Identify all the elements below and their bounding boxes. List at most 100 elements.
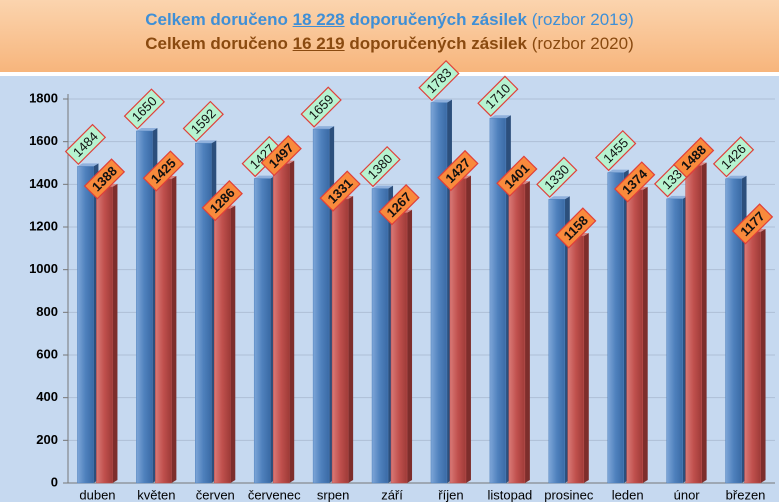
bar xyxy=(371,188,389,484)
y-tick-label: 200 xyxy=(36,432,58,447)
data-label-box xyxy=(83,158,126,200)
data-label-box xyxy=(595,129,637,172)
bar-side xyxy=(524,181,530,483)
bar-side xyxy=(465,175,471,483)
x-tick-label: říjen xyxy=(438,487,463,502)
bar xyxy=(567,235,585,484)
bar xyxy=(626,189,643,484)
data-label-box xyxy=(319,170,361,212)
x-tick-label: leden xyxy=(612,487,644,502)
bar-top xyxy=(195,140,217,144)
subtitle-text: doporučených zásilek xyxy=(349,34,527,53)
bar-top xyxy=(548,196,570,200)
bar xyxy=(430,102,448,484)
data-label-box xyxy=(712,136,755,178)
bar-top xyxy=(489,115,511,119)
x-tick-label: květen xyxy=(137,487,175,502)
bar-top xyxy=(666,195,688,199)
y-tick-label: 1400 xyxy=(29,176,58,191)
data-label-box xyxy=(142,150,185,192)
x-tick-label: březen xyxy=(726,487,766,502)
header: Celkem doručeno 18 228 doporučených zási… xyxy=(0,0,779,72)
x-tick-label: červenec xyxy=(248,487,301,502)
data-label-box xyxy=(536,156,578,198)
bar xyxy=(390,212,408,484)
bar xyxy=(449,178,467,484)
bar xyxy=(666,198,683,484)
title-number: 18 228 xyxy=(292,10,345,29)
bar xyxy=(195,143,212,484)
bar xyxy=(214,208,231,484)
data-label-box xyxy=(477,75,519,117)
bar-side xyxy=(642,186,648,483)
bar-top xyxy=(254,175,276,179)
bar xyxy=(685,165,702,484)
data-label-box xyxy=(123,88,166,130)
y-tick-label: 600 xyxy=(36,346,58,361)
title-text: Celkem doručeno xyxy=(145,10,288,29)
y-tick-label: 1800 xyxy=(29,90,58,105)
bar xyxy=(607,172,624,484)
data-label-box xyxy=(359,145,401,188)
data-label-box xyxy=(260,134,302,177)
subtitle-line: Celkem doručeno 16 219 doporučených zási… xyxy=(0,32,779,56)
bar-top xyxy=(430,99,452,103)
bar-top xyxy=(372,185,394,189)
bar xyxy=(489,117,507,484)
x-tick-label: červen xyxy=(196,487,235,502)
bar-top xyxy=(725,175,747,179)
bar-side xyxy=(760,228,766,483)
bar-side xyxy=(171,176,177,483)
bar xyxy=(155,178,172,484)
bar-side xyxy=(407,209,413,483)
data-label-box xyxy=(437,149,479,192)
data-label-box xyxy=(182,100,224,143)
data-label: 1388 xyxy=(83,158,126,200)
bar-side xyxy=(289,160,295,483)
data-label-box xyxy=(496,155,538,197)
x-tick-label: prosinec xyxy=(544,487,594,502)
bar xyxy=(272,163,290,484)
bar xyxy=(77,166,94,484)
bar xyxy=(253,178,271,484)
bar xyxy=(331,198,349,484)
x-tick-label: srpen xyxy=(317,487,350,502)
bar xyxy=(96,186,113,484)
bar xyxy=(725,178,742,484)
title-text: doporučených zásilek xyxy=(349,10,527,29)
bar xyxy=(312,128,330,484)
y-tick-label: 400 xyxy=(36,389,58,404)
subtitle-note: (rozbor 2020) xyxy=(531,34,634,53)
data-label-box xyxy=(300,86,342,128)
bar-side xyxy=(583,232,589,483)
subtitle-text: Celkem doručeno xyxy=(145,34,288,53)
title-note: (rozbor 2019) xyxy=(531,10,634,29)
data-label-box xyxy=(418,59,460,102)
bar-top xyxy=(313,126,335,130)
x-tick-label: únor xyxy=(674,487,701,502)
bar-side xyxy=(701,162,707,483)
data-label-box xyxy=(555,207,597,249)
data-label-box xyxy=(614,161,656,203)
subtitle-number: 16 219 xyxy=(292,34,345,53)
data-label-box xyxy=(201,180,243,222)
bar-top xyxy=(136,128,158,131)
y-tick-label: 0 xyxy=(51,474,58,489)
bar-side xyxy=(112,183,118,484)
title-line: Celkem doručeno 18 228 doporučených zási… xyxy=(0,8,779,32)
bar xyxy=(508,183,526,484)
y-tick-label: 1000 xyxy=(29,261,58,276)
y-tick-label: 1600 xyxy=(29,133,58,148)
bar xyxy=(548,199,566,484)
bar-side xyxy=(230,205,236,484)
bar xyxy=(136,130,153,484)
data-label-box xyxy=(378,184,420,226)
data-label-box xyxy=(731,203,774,245)
y-tick-label: 1200 xyxy=(29,218,58,233)
bar-top xyxy=(77,163,99,167)
data-label-box xyxy=(672,136,715,179)
x-tick-label: listopad xyxy=(487,487,532,502)
x-tick-label: duben xyxy=(79,487,115,502)
